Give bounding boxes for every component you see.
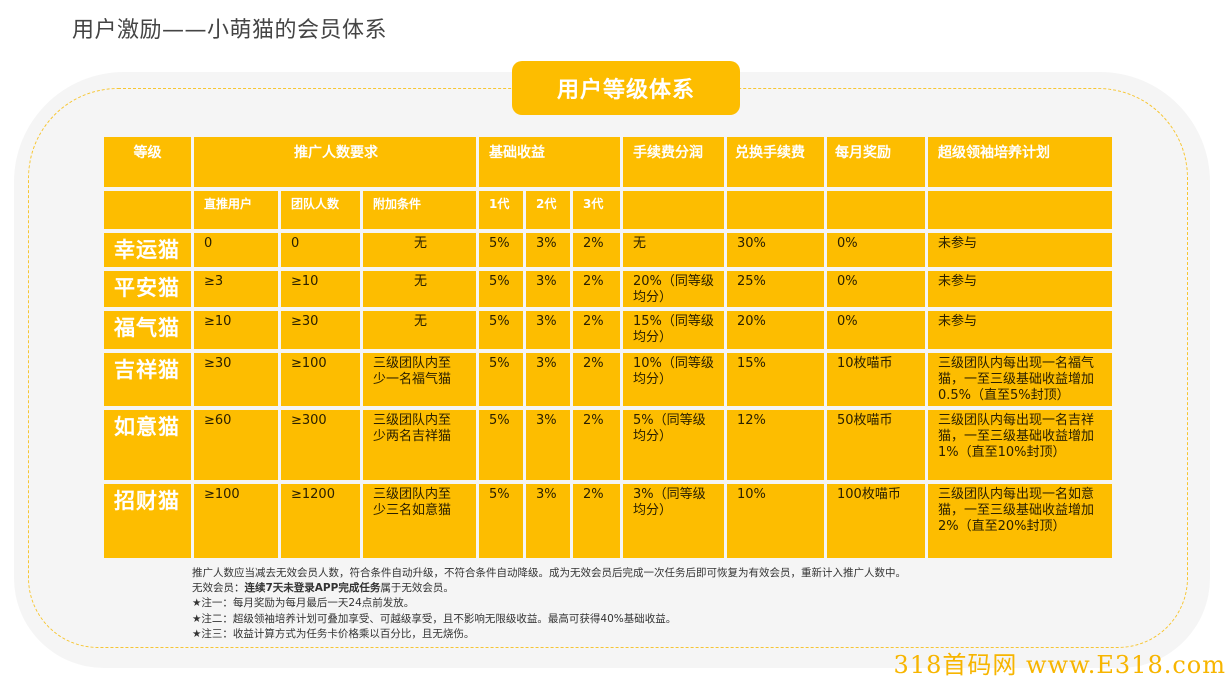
cell-exchange-fee: 10% bbox=[727, 484, 824, 558]
cell-gen1: 5% bbox=[479, 484, 523, 558]
cell-exchange-fee: 30% bbox=[727, 233, 824, 267]
header-leader-plan: 超级领袖培养计划 bbox=[928, 137, 1112, 187]
cell-fee-share: 20%（同等级均分） bbox=[623, 271, 724, 307]
cell-extra: 三级团队内至少两名吉祥猫 bbox=[363, 410, 476, 480]
watermark: 318首码网 www.E318.com bbox=[893, 651, 1226, 679]
cell-fee-share: 10%（同等级均分） bbox=[623, 353, 724, 406]
cell-leader: 未参与 bbox=[928, 311, 1112, 349]
cell-direct: ≥10 bbox=[194, 311, 278, 349]
cell-direct: ≥3 bbox=[194, 271, 278, 307]
notes: 推广人数应当减去无效会员人数，符合条件自动升级，不符合条件自动降级。成为无效会员… bbox=[192, 566, 906, 642]
subheader-monthly-empty bbox=[827, 191, 925, 229]
cell-direct: ≥60 bbox=[194, 410, 278, 480]
cell-exchange-fee: 20% bbox=[727, 311, 824, 349]
cell-leader: 三级团队内每出现一名吉祥猫，一至三级基础收益增加1%（直至10%封顶） bbox=[928, 410, 1112, 480]
subheader-extra: 附加条件 bbox=[363, 191, 476, 229]
cell-level: 如意猫 bbox=[104, 410, 191, 480]
cell-level: 招财猫 bbox=[104, 484, 191, 558]
note-line-2: 无效会员：连续7天未登录APP完成任务属于无效会员。 bbox=[192, 582, 454, 595]
cell-gen2: 3% bbox=[526, 271, 570, 307]
subheader-fee-empty bbox=[623, 191, 724, 229]
cell-gen1: 5% bbox=[479, 271, 523, 307]
note-line-5: ★注三：收益计算方式为任务卡价格乘以百分比，且无烧伤。 bbox=[192, 627, 475, 640]
cell-team: ≥30 bbox=[281, 311, 360, 349]
cell-gen1: 5% bbox=[479, 410, 523, 480]
subheader-gen3: 3代 bbox=[573, 191, 620, 229]
cell-fee-share: 3%（同等级均分） bbox=[623, 484, 724, 558]
subheader-leader-empty bbox=[928, 191, 1112, 229]
cell-gen2: 3% bbox=[526, 410, 570, 480]
subheader-exchange-empty bbox=[727, 191, 824, 229]
cell-monthly: 10枚喵币 bbox=[827, 353, 925, 406]
cell-gen1: 5% bbox=[479, 233, 523, 267]
cell-fee-share: 5%（同等级均分） bbox=[623, 410, 724, 480]
cell-exchange-fee: 25% bbox=[727, 271, 824, 307]
cell-gen3: 2% bbox=[573, 410, 620, 480]
cell-leader: 未参与 bbox=[928, 271, 1112, 307]
cell-gen3: 2% bbox=[573, 484, 620, 558]
subheader-team: 团队人数 bbox=[281, 191, 360, 229]
subheader-direct: 直推用户 bbox=[194, 191, 278, 229]
header-level: 等级 bbox=[104, 137, 191, 187]
cell-team: ≥10 bbox=[281, 271, 360, 307]
subheader-level-empty bbox=[104, 191, 191, 229]
cell-leader: 三级团队内每出现一名福气猫，一至三级基础收益增加0.5%（直至5%封顶） bbox=[928, 353, 1112, 406]
cell-direct: ≥30 bbox=[194, 353, 278, 406]
cell-extra: 无 bbox=[363, 311, 476, 349]
cell-gen2: 3% bbox=[526, 311, 570, 349]
cell-team: 0 bbox=[281, 233, 360, 267]
header-referral: 推广人数要求 bbox=[194, 137, 476, 187]
page-title: 用户激励——小萌猫的会员体系 bbox=[72, 18, 388, 43]
cell-gen3: 2% bbox=[573, 233, 620, 267]
cell-team: ≥1200 bbox=[281, 484, 360, 558]
cell-monthly: 50枚喵币 bbox=[827, 410, 925, 480]
cell-team: ≥300 bbox=[281, 410, 360, 480]
cell-level: 平安猫 bbox=[104, 271, 191, 307]
cell-extra: 无 bbox=[363, 271, 476, 307]
note-line-1: 推广人数应当减去无效会员人数，符合条件自动升级，不符合条件自动降级。成为无效会员… bbox=[192, 567, 906, 579]
cell-gen1: 5% bbox=[479, 311, 523, 349]
note-line-3: ★注一：每月奖励为每月最后一天24点前发放。 bbox=[192, 597, 415, 610]
cell-level: 福气猫 bbox=[104, 311, 191, 349]
header-monthly-reward: 每月奖励 bbox=[827, 137, 925, 187]
cell-gen1: 5% bbox=[479, 353, 523, 406]
section-badge: 用户等级体系 bbox=[512, 61, 740, 115]
cell-level: 吉祥猫 bbox=[104, 353, 191, 406]
header-base-income: 基础收益 bbox=[479, 137, 620, 187]
cell-exchange-fee: 15% bbox=[727, 353, 824, 406]
subheader-gen1: 1代 bbox=[479, 191, 523, 229]
cell-fee-share: 无 bbox=[623, 233, 724, 267]
cell-gen3: 2% bbox=[573, 271, 620, 307]
level-table: 等级 推广人数要求 基础收益 手续费分润 兑换手续费 每月奖励 超级领袖培养计划… bbox=[104, 137, 1112, 559]
cell-leader: 未参与 bbox=[928, 233, 1112, 267]
cell-fee-share: 15%（同等级均分） bbox=[623, 311, 724, 349]
cell-team: ≥100 bbox=[281, 353, 360, 406]
header-fee-share: 手续费分润 bbox=[623, 137, 724, 187]
cell-gen2: 3% bbox=[526, 484, 570, 558]
cell-gen3: 2% bbox=[573, 311, 620, 349]
cell-gen3: 2% bbox=[573, 353, 620, 406]
header-exchange-fee: 兑换手续费 bbox=[727, 137, 824, 187]
cell-monthly: 0% bbox=[827, 311, 925, 349]
note-line-4: ★注二：超级领袖培养计划可叠加享受、可越级享受，且不影响无限级收益。最高可获得4… bbox=[192, 612, 677, 625]
cell-direct: ≥100 bbox=[194, 484, 278, 558]
cell-level: 幸运猫 bbox=[104, 233, 191, 267]
cell-monthly: 0% bbox=[827, 233, 925, 267]
cell-gen2: 3% bbox=[526, 233, 570, 267]
cell-leader: 三级团队内每出现一名如意猫，一至三级基础收益增加2%（直至20%封顶） bbox=[928, 484, 1112, 558]
cell-extra: 三级团队内至少一名福气猫 bbox=[363, 353, 476, 406]
subheader-gen2: 2代 bbox=[526, 191, 570, 229]
cell-direct: 0 bbox=[194, 233, 278, 267]
cell-gen2: 3% bbox=[526, 353, 570, 406]
cell-extra: 三级团队内至少三名如意猫 bbox=[363, 484, 476, 558]
cell-exchange-fee: 12% bbox=[727, 410, 824, 480]
cell-monthly: 0% bbox=[827, 271, 925, 307]
cell-extra: 无 bbox=[363, 233, 476, 267]
cell-monthly: 100枚喵币 bbox=[827, 484, 925, 558]
